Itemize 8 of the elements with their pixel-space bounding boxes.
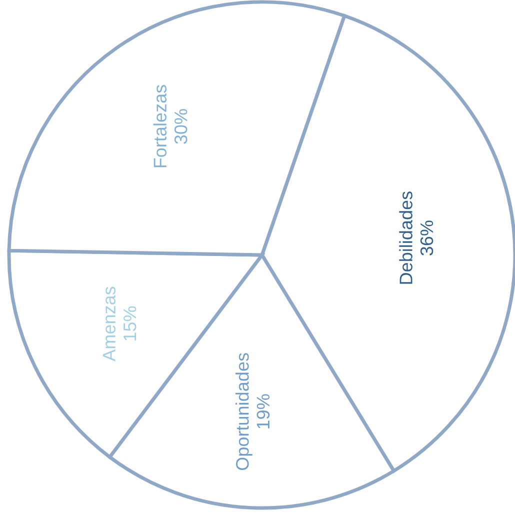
data-label: 30%	[174, 109, 188, 144]
slice-label: Amenzas	[102, 286, 116, 362]
data-label: 36%	[420, 220, 434, 256]
slice-label: Fortalezas	[153, 85, 166, 168]
data-label: 15%	[124, 306, 136, 340]
slice-label: Debilidades	[399, 192, 412, 284]
data-label: 19%	[256, 394, 270, 428]
slice-label: Oportunidades	[236, 353, 252, 470]
